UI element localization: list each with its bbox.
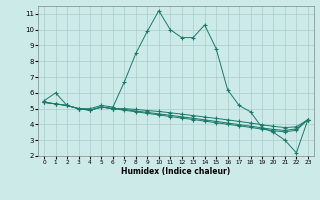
X-axis label: Humidex (Indice chaleur): Humidex (Indice chaleur) <box>121 167 231 176</box>
